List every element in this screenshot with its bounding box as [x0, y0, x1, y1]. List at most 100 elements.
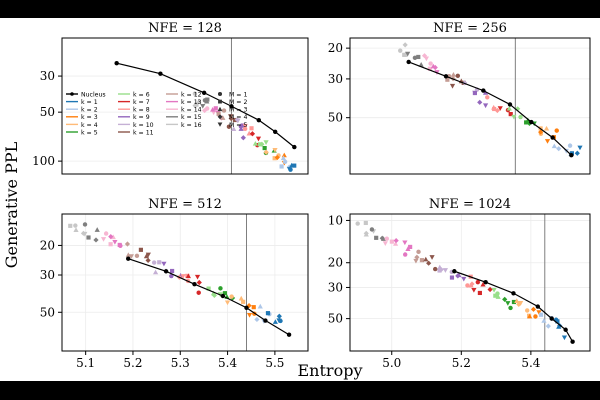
y-tick-label: 20: [328, 41, 343, 55]
data-point: [282, 159, 288, 165]
legend-swatch-dot: [70, 92, 74, 96]
legend-label: k = 16: [181, 122, 202, 129]
data-point: [280, 155, 287, 161]
data-point: [527, 313, 533, 319]
data-point: [249, 126, 254, 131]
data-point: [213, 106, 218, 111]
data-point: [73, 223, 78, 228]
data-point: [254, 316, 260, 323]
data-point: [541, 318, 547, 323]
axes-frame: [61, 37, 309, 175]
data-point: [475, 279, 481, 285]
data-point: [402, 240, 408, 246]
data-point: [272, 319, 278, 324]
data-point: [557, 323, 563, 329]
data-point: [413, 258, 419, 264]
data-point: [449, 83, 456, 89]
data-point: [423, 256, 429, 262]
legend-label: k = 10: [133, 122, 154, 129]
data-point: [232, 117, 238, 123]
subplot-1: NFE = 128 30 50 100: [32, 21, 309, 175]
data-point: [288, 167, 293, 172]
data-point: [222, 291, 227, 296]
subplot-title: NFE = 1024: [429, 197, 511, 212]
axes-frame: [349, 37, 591, 175]
legend-marker: [217, 122, 223, 127]
legend-label: k = 5: [81, 129, 98, 136]
data-point: [108, 242, 113, 247]
legend-marker: [217, 114, 223, 120]
data-point: [461, 276, 467, 282]
data-point: [465, 283, 470, 288]
data-point: [185, 273, 191, 279]
data-point: [192, 102, 198, 109]
data-point: [281, 152, 287, 158]
data-point: [238, 126, 244, 131]
data-point: [442, 268, 449, 273]
data-point: [393, 237, 399, 244]
data-point: [279, 164, 284, 169]
y-tick-label: 50: [40, 105, 55, 119]
legend-marker: [218, 99, 222, 104]
data-point: [205, 97, 210, 102]
data-point: [262, 145, 267, 151]
data-point: [206, 286, 211, 291]
data-point: [145, 252, 151, 258]
data-point: [240, 123, 245, 128]
nucleus-point: [201, 90, 207, 95]
data-point: [369, 227, 375, 232]
data-point: [402, 252, 408, 257]
x-tick-label: 5.2: [452, 356, 471, 370]
data-point: [389, 239, 394, 244]
nucleus-point: [452, 269, 457, 274]
data-point: [241, 299, 246, 304]
data-point: [138, 247, 143, 252]
data-point: [152, 269, 159, 275]
data-point: [161, 261, 167, 267]
data-point: [491, 287, 497, 293]
subplot-title: NFE = 256: [433, 21, 507, 36]
legend-label: M = 4: [229, 114, 247, 121]
data-point: [477, 290, 482, 296]
data-point: [426, 260, 432, 266]
data-point: [231, 126, 237, 131]
data-point: [125, 252, 131, 258]
data-point: [429, 255, 435, 260]
data-point: [226, 124, 232, 129]
data-point: [229, 294, 234, 299]
data-point: [374, 235, 379, 240]
data-point: [423, 56, 430, 62]
data-point: [508, 112, 513, 117]
data-point: [192, 91, 198, 96]
data-point: [194, 274, 201, 280]
nucleus-point: [273, 129, 278, 134]
data-point: [574, 150, 580, 156]
data-point: [252, 140, 258, 146]
data-point: [577, 145, 583, 151]
data-point: [117, 242, 122, 248]
data-point: [263, 140, 269, 145]
data-point: [82, 222, 88, 227]
x-tick-label: 5.0: [382, 356, 401, 370]
data-point: [514, 298, 520, 303]
data-point: [405, 51, 411, 57]
data-point: [543, 125, 550, 131]
nucleus-point: [114, 60, 119, 66]
y-tick-label: 30: [328, 72, 343, 86]
data-point: [112, 239, 118, 245]
x-tick-label: 5.4: [218, 356, 237, 370]
data-point: [235, 118, 241, 124]
nucleus-point: [550, 135, 555, 140]
data-point: [272, 156, 277, 161]
data-point: [384, 236, 390, 241]
data-point: [224, 300, 231, 306]
data-point: [255, 136, 262, 142]
data-point: [143, 253, 150, 259]
data-point: [218, 286, 223, 291]
nucleus-point: [256, 117, 261, 123]
figure: Generative PPL Entropy NFE = 128 30 50 100 NFE…: [0, 18, 600, 381]
data-point: [428, 61, 433, 66]
data-point: [506, 105, 512, 111]
legend-label: M = 1: [229, 91, 247, 98]
data-point: [554, 128, 559, 133]
